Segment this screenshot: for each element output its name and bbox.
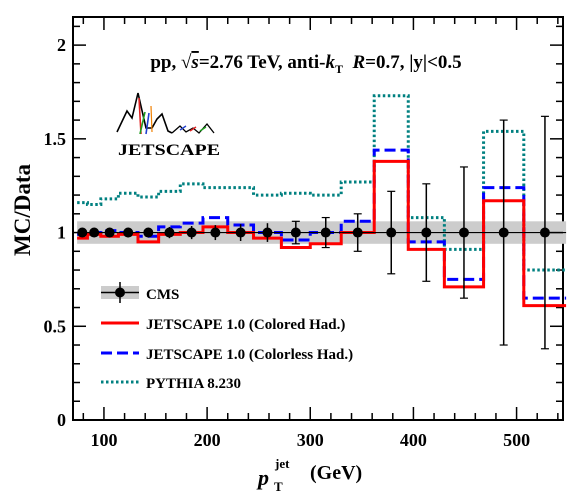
cms-data-point (164, 227, 175, 238)
y-tick-label: 0 (57, 410, 66, 430)
cms-data-point (186, 227, 197, 238)
legend-label-colorless: JETSCAPE 1.0 (Colorless Had.) (146, 347, 353, 363)
cms-data-point (290, 227, 301, 238)
cms-data-point (320, 227, 331, 238)
title-k-sub: T (335, 62, 343, 76)
legend-cms-marker (115, 287, 125, 298)
cms-data-layer (77, 115, 567, 350)
title-s: s (190, 52, 198, 73)
x-tick-label: 100 (90, 430, 117, 450)
legend-entry-colored: JETSCAPE 1.0 (Colored Had.) (101, 317, 345, 333)
jetscape-logo: JETSCAPE (116, 92, 220, 159)
x-tick-label: 500 (503, 430, 530, 450)
series-jetscape-colorless (77, 148, 567, 300)
x-label-sub: T (274, 479, 283, 494)
logo-text: JETSCAPE (118, 142, 220, 159)
x-tick-label: 200 (194, 430, 221, 450)
axis-ticks: 100 200 300 400 500 0 0.5 1 1.5 2 (44, 17, 563, 450)
title-sqrt: √ (181, 52, 192, 73)
title-energy: =2.76 TeV, anti- (199, 52, 326, 73)
logo-dash-3 (199, 126, 207, 132)
legend-label-pythia: PYTHIA 8.230 (146, 376, 241, 392)
cms-data-point (262, 227, 273, 238)
title-R: R (351, 52, 365, 73)
logo-streak-orange (150, 105, 153, 133)
cms-data-point (123, 227, 134, 238)
legend: CMS JETSCAPE 1.0 (Colored Had.) JETSCAPE… (101, 282, 353, 392)
cms-data-point (352, 227, 363, 238)
x-tick-label: 300 (297, 430, 324, 450)
chart-title: pp, √s=2.76 TeV, anti-kT R=0.7, |y|<0.5 (150, 52, 461, 76)
legend-label-cms: CMS (146, 287, 179, 303)
plot-area (72, 16, 564, 421)
legend-label-colored: JETSCAPE 1.0 (Colored Had.) (146, 317, 345, 333)
title-k: k (325, 52, 335, 73)
series-jetscape-colored (77, 159, 567, 308)
logo-mountain (116, 92, 173, 134)
x-label-p: p (256, 465, 269, 490)
cms-data-point (210, 227, 221, 238)
x-tick-label: 400 (400, 430, 427, 450)
logo-bump (171, 122, 215, 134)
legend-entry-cms: CMS (101, 282, 179, 303)
logo-dash-2 (189, 126, 197, 132)
cms-data-point (386, 227, 397, 238)
logo-dash-1 (179, 125, 187, 131)
cms-data-point (458, 227, 469, 238)
title-pre: pp, (150, 52, 181, 73)
plot-frame (72, 16, 564, 421)
cms-data-point (421, 227, 432, 238)
cms-data-point (235, 227, 246, 238)
cms-data-point (498, 227, 509, 238)
y-tick-label: 1.5 (44, 129, 67, 149)
y-tick-label: 2 (57, 35, 66, 55)
x-label-sup: jet (274, 456, 290, 471)
y-axis-label: MC/Data (10, 164, 35, 256)
x-axis-label: p (256, 465, 269, 490)
cms-data-point (143, 227, 154, 238)
cms-data-point (104, 227, 115, 238)
cms-data-point (89, 227, 100, 238)
legend-entry-pythia: PYTHIA 8.230 (101, 376, 241, 392)
series-layer (77, 94, 567, 308)
title-rest: =0.7, |y|<0.5 (365, 52, 462, 73)
cms-data-point (539, 227, 550, 238)
x-label-unit: (GeV) (310, 462, 362, 484)
legend-entry-colorless: JETSCAPE 1.0 (Colorless Had.) (101, 347, 353, 363)
y-tick-label: 0.5 (44, 316, 67, 336)
logo-streak-green (139, 111, 146, 135)
logo-streak-blue (145, 112, 150, 135)
y-tick-label: 1 (57, 223, 66, 243)
cms-data-point (77, 227, 88, 238)
